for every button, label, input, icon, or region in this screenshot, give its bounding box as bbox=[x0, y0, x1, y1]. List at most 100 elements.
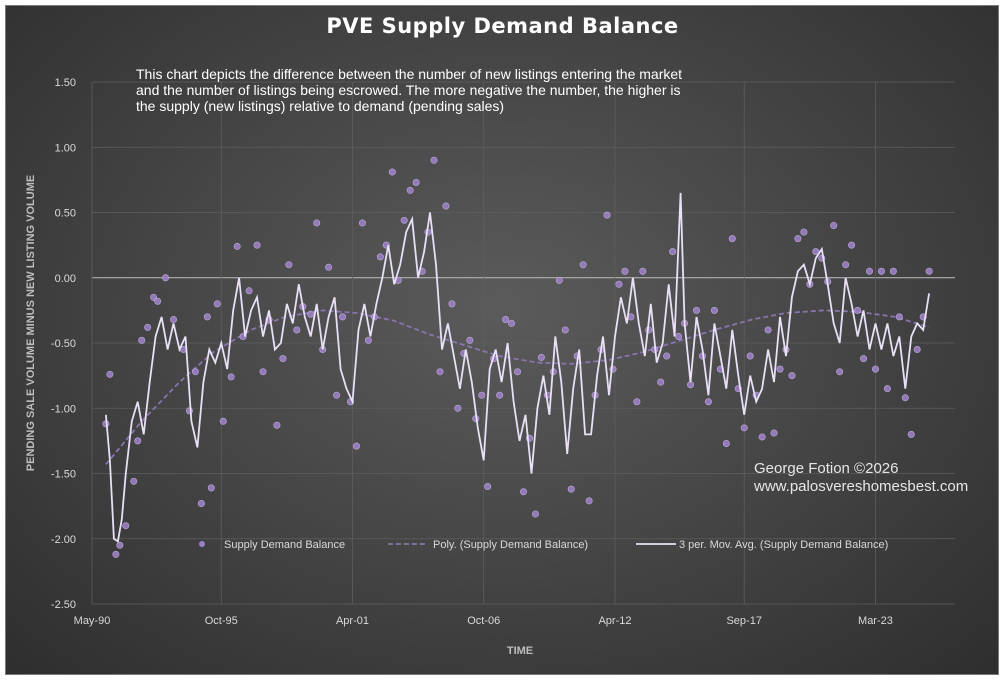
data-point bbox=[657, 378, 665, 386]
x-tick-label: Oct-06 bbox=[467, 615, 500, 627]
data-point bbox=[313, 219, 321, 227]
data-point bbox=[508, 319, 516, 327]
data-point bbox=[621, 267, 629, 275]
data-point bbox=[746, 352, 754, 360]
data-point bbox=[770, 429, 778, 437]
data-point bbox=[293, 326, 301, 334]
data-point bbox=[860, 355, 868, 363]
data-point bbox=[219, 417, 227, 425]
data-point bbox=[889, 267, 897, 275]
data-point bbox=[901, 394, 909, 402]
legend-marker-points bbox=[199, 541, 205, 547]
y-tick-label: 0.00 bbox=[55, 273, 76, 285]
data-point bbox=[358, 219, 366, 227]
data-point bbox=[259, 368, 267, 376]
x-axis-title: TIME bbox=[507, 645, 533, 657]
data-point bbox=[663, 352, 671, 360]
credit-website: www.palosvereshomesbest.com bbox=[754, 478, 969, 495]
chart-annotation: This chart depicts the difference betwee… bbox=[136, 66, 683, 114]
data-point bbox=[704, 398, 712, 406]
data-point bbox=[537, 353, 545, 361]
data-point bbox=[191, 368, 199, 376]
data-point bbox=[865, 267, 873, 275]
data-point bbox=[400, 216, 408, 224]
data-point bbox=[466, 336, 474, 344]
y-tick-label: 1.00 bbox=[55, 142, 76, 154]
moving-average-line bbox=[105, 192, 930, 543]
data-point bbox=[364, 336, 372, 344]
data-point bbox=[519, 488, 527, 496]
data-point bbox=[154, 297, 162, 305]
data-point bbox=[448, 300, 456, 308]
data-point bbox=[883, 385, 891, 393]
data-point bbox=[710, 306, 718, 314]
data-point bbox=[925, 267, 933, 275]
data-point bbox=[758, 433, 766, 441]
data-point bbox=[907, 430, 915, 438]
y-tick-label: -1.00 bbox=[51, 403, 76, 415]
data-point bbox=[207, 484, 215, 492]
data-point bbox=[130, 477, 138, 485]
data-point bbox=[112, 550, 120, 558]
data-point bbox=[325, 263, 333, 271]
polynomial-trend-line bbox=[105, 309, 930, 465]
data-point bbox=[788, 372, 796, 380]
data-point bbox=[430, 156, 438, 164]
data-point bbox=[307, 310, 315, 318]
data-point bbox=[764, 326, 772, 334]
data-point bbox=[138, 336, 146, 344]
data-point bbox=[531, 510, 539, 518]
data-point bbox=[122, 522, 130, 530]
data-point bbox=[412, 178, 420, 186]
data-point bbox=[478, 391, 486, 399]
data-point bbox=[245, 287, 253, 295]
data-point bbox=[233, 242, 241, 250]
y-tick-label: -2.50 bbox=[51, 599, 76, 611]
data-point bbox=[406, 186, 414, 194]
data-point bbox=[454, 404, 462, 412]
data-point bbox=[728, 235, 736, 243]
y-tick-label: 0.50 bbox=[55, 208, 76, 220]
data-point bbox=[579, 261, 587, 269]
data-point bbox=[134, 437, 142, 445]
data-point bbox=[687, 381, 695, 389]
data-point bbox=[213, 300, 221, 308]
credit-block: George Fotion ©2026 www.palosvereshomesb… bbox=[754, 460, 968, 496]
data-point bbox=[442, 202, 450, 210]
data-point bbox=[333, 391, 341, 399]
data-point bbox=[388, 168, 396, 176]
data-point bbox=[106, 370, 114, 378]
data-point bbox=[203, 313, 211, 321]
data-point bbox=[669, 248, 677, 256]
x-tick-label: Oct-95 bbox=[205, 615, 238, 627]
data-point bbox=[800, 228, 808, 236]
x-tick-label: May-90 bbox=[74, 615, 111, 627]
y-tick-label: 1.50 bbox=[55, 77, 76, 89]
data-point bbox=[740, 424, 748, 432]
data-point bbox=[170, 316, 178, 324]
data-point bbox=[162, 274, 170, 282]
data-point bbox=[484, 483, 492, 491]
data-point bbox=[913, 346, 921, 354]
data-point bbox=[722, 439, 730, 447]
data-point bbox=[776, 365, 784, 373]
data-point bbox=[615, 280, 623, 288]
data-point bbox=[514, 368, 522, 376]
data-point bbox=[854, 306, 862, 314]
data-point bbox=[561, 326, 569, 334]
data-point bbox=[895, 313, 903, 321]
data-point bbox=[555, 276, 563, 284]
data-point bbox=[496, 391, 504, 399]
data-point bbox=[567, 485, 575, 493]
data-point bbox=[227, 373, 235, 381]
credit-author: George Fotion ©2026 bbox=[754, 460, 899, 477]
x-tick-label: Apr-01 bbox=[336, 615, 369, 627]
data-point bbox=[830, 222, 838, 230]
x-tick-label: Apr-12 bbox=[598, 615, 631, 627]
data-point bbox=[877, 267, 885, 275]
data-point bbox=[339, 313, 347, 321]
y-tick-label: -0.50 bbox=[51, 338, 76, 350]
legend-label-ma: 3 per. Mov. Avg. (Supply Demand Balance) bbox=[679, 539, 888, 551]
data-point bbox=[692, 306, 700, 314]
data-point bbox=[376, 253, 384, 261]
